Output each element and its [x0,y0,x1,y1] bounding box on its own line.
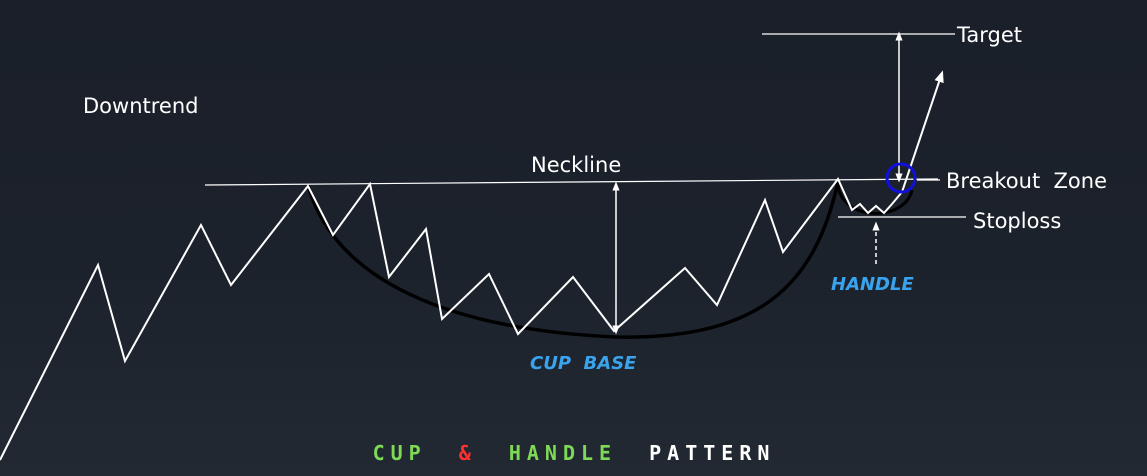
title-cup: CUP [373,441,427,465]
neckline [204,178,939,186]
label-downtrend: Downtrend [83,94,198,118]
breakout-arrow [901,70,944,193]
label-cup-base: CUP BASE [530,353,637,374]
cup-curve [306,181,840,339]
label-target: Target [956,23,1022,47]
pattern-title: CUP & HANDLE PATTERN [373,441,776,465]
title-ampersand: & [459,441,477,465]
price-line [0,177,903,461]
breakout-circle [885,162,917,194]
title-pattern: PATTERN [649,441,775,465]
label-neckline: Neckline [531,153,621,177]
label-handle: HANDLE [831,274,914,295]
label-stoploss: Stoploss [973,209,1061,233]
handle-curve [836,184,914,215]
title-handle: HANDLE [509,441,617,465]
label-breakout-zone: Breakout Zone [946,169,1107,193]
